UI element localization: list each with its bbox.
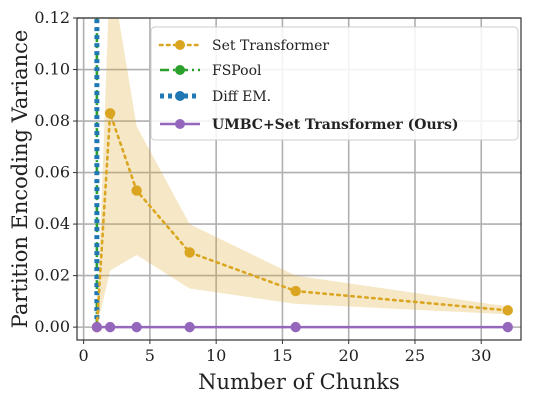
y-tick-label: 0.04 bbox=[34, 214, 70, 233]
legend-label: Set Transformer bbox=[212, 38, 329, 54]
data-point bbox=[290, 321, 301, 333]
y-tick-label: 0.02 bbox=[34, 266, 70, 285]
legend-label: Diff EM. bbox=[212, 89, 271, 105]
confidence-bands bbox=[96, 18, 508, 328]
x-tick-label: 30 bbox=[471, 346, 491, 365]
y-tick-label: 0.12 bbox=[34, 8, 70, 27]
x-tick-label: 15 bbox=[272, 346, 292, 365]
data-point bbox=[131, 321, 142, 333]
x-tick-label: 25 bbox=[405, 346, 425, 365]
x-axis-title: Number of Chunks bbox=[198, 370, 400, 394]
x-tick-label: 10 bbox=[206, 346, 226, 365]
data-point bbox=[184, 321, 195, 333]
series-line bbox=[95, 112, 510, 329]
data-point bbox=[184, 247, 195, 258]
x-tick-label: 20 bbox=[339, 346, 359, 365]
y-tick-label: 0.10 bbox=[34, 60, 70, 79]
data-point bbox=[290, 285, 301, 297]
data-point bbox=[131, 185, 142, 196]
legend-marker bbox=[175, 65, 185, 75]
series-points bbox=[91, 108, 513, 333]
x-tick-label: 0 bbox=[79, 346, 89, 365]
y-tick-label: 0.08 bbox=[34, 111, 70, 130]
confidence-band bbox=[96, 18, 508, 328]
data-point bbox=[502, 305, 513, 316]
x-tick-label: 5 bbox=[145, 346, 155, 365]
y-axis-title: Partition Encoding Variance bbox=[8, 30, 32, 329]
data-point bbox=[502, 321, 513, 333]
x-axis-ticks: 0 5 10 15 20 25 30 bbox=[79, 340, 491, 365]
data-point bbox=[91, 321, 103, 333]
plot-frame bbox=[76, 17, 522, 341]
legend-label: UMBC+Set Transformer (Ours) bbox=[212, 117, 459, 133]
y-tick-label: 0.06 bbox=[34, 163, 70, 182]
legend-label: FSPool bbox=[212, 63, 262, 79]
legend-marker bbox=[175, 91, 185, 101]
legend: Set Transformer FSPool Diff EM. UMBC+Set Tr… bbox=[150, 26, 519, 141]
legend-box bbox=[150, 26, 519, 141]
y-axis-ticks: 0.00 0.02 0.04 0.06 0.08 0.10 0.12 bbox=[34, 8, 77, 336]
legend-marker bbox=[175, 40, 185, 50]
data-point bbox=[104, 321, 116, 333]
data-point bbox=[104, 108, 116, 119]
y-tick-label: 0.00 bbox=[34, 317, 70, 336]
legend-marker bbox=[175, 119, 185, 129]
